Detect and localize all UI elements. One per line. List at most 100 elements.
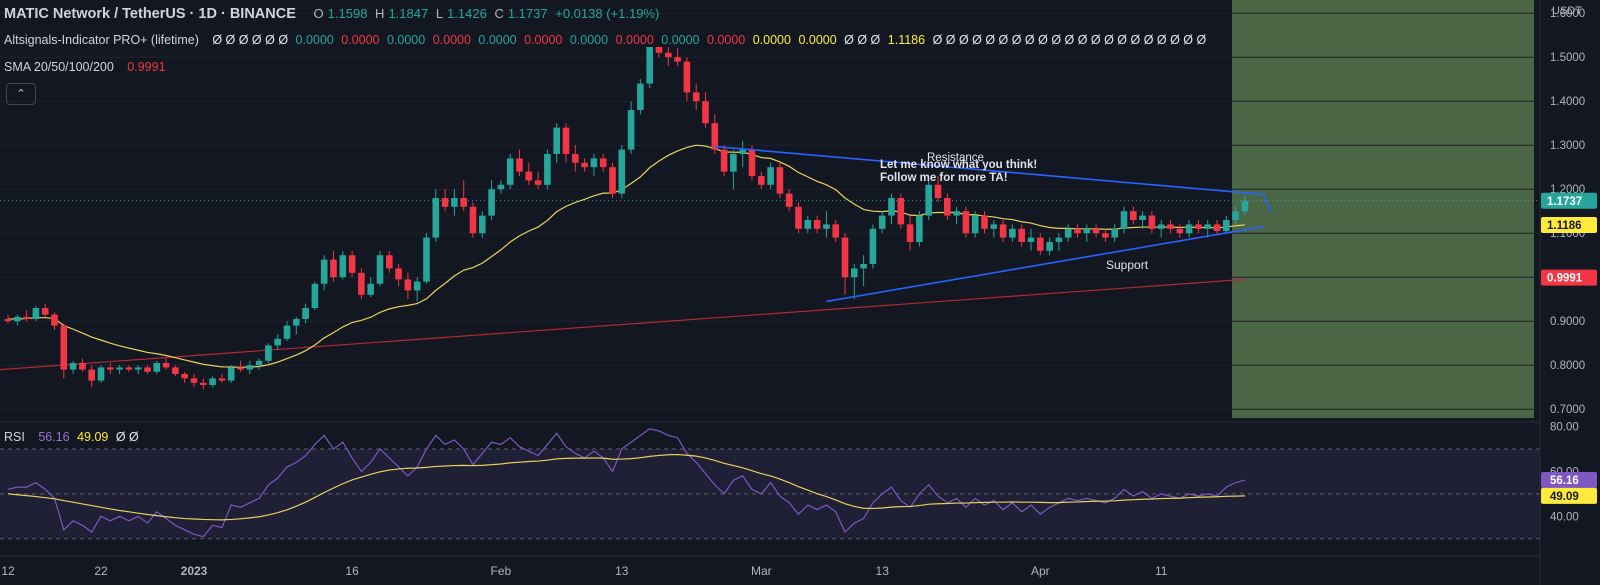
- candle-body: [1120, 211, 1128, 229]
- candle: [23, 310, 30, 322]
- candle-body: [1055, 237, 1063, 242]
- candle-body: [851, 268, 858, 278]
- candlestick-series[interactable]: [4, 35, 1249, 390]
- symbol-header: MATIC Network / TetherUS · 1D · BINANCE …: [4, 6, 663, 22]
- candle-body: [627, 110, 635, 150]
- candle: [358, 268, 365, 300]
- candle-body: [758, 176, 765, 185]
- candle-body: [14, 316, 21, 322]
- candle: [878, 211, 886, 234]
- candle-body: [516, 158, 523, 172]
- candle-body: [60, 325, 68, 370]
- candle-body: [525, 171, 533, 181]
- rsi-tag: 56.16: [1550, 475, 1579, 487]
- candle-body: [1130, 211, 1137, 220]
- rsi-phi-group: Ø Ø: [115, 430, 139, 444]
- candle-body: [1213, 224, 1221, 231]
- candle-body: [172, 367, 179, 374]
- candle-body: [646, 39, 653, 84]
- rsi-tick: 40.00: [1550, 511, 1579, 523]
- candle-body: [692, 92, 700, 102]
- candle-body: [1074, 228, 1081, 234]
- price-tick: 1.4000: [1550, 96, 1585, 108]
- candle: [1139, 211, 1146, 229]
- candle-body: [534, 180, 542, 185]
- indicator-value: 0.0000: [707, 33, 746, 47]
- candle: [311, 281, 319, 311]
- indicator-phi-group: Ø Ø Ø Ø Ø Ø Ø Ø Ø Ø Ø Ø Ø Ø Ø Ø Ø Ø Ø Ø …: [932, 33, 1207, 47]
- resistance-label: Resistance: [927, 152, 984, 164]
- candle-body: [925, 184, 932, 216]
- candle: [953, 206, 960, 225]
- open-value: 1.1598: [327, 6, 368, 21]
- candle: [776, 162, 784, 198]
- candle: [888, 193, 895, 225]
- candle: [525, 162, 533, 185]
- candle: [590, 154, 598, 176]
- candle: [618, 145, 626, 198]
- rsi-value: 56.16: [38, 430, 70, 444]
- candle: [674, 48, 681, 66]
- candle-body: [944, 198, 951, 216]
- candle: [906, 215, 914, 251]
- candle-body: [1204, 224, 1211, 229]
- candle: [97, 365, 105, 383]
- candle-body: [572, 154, 579, 163]
- symbol-title[interactable]: MATIC Network / TetherUS · 1D · BINANCE: [4, 6, 296, 22]
- candle-body: [1232, 211, 1239, 220]
- price-tick: 0.7000: [1550, 404, 1585, 416]
- candle: [562, 123, 570, 163]
- candle: [916, 211, 923, 247]
- candle-body: [888, 198, 895, 216]
- candle: [330, 250, 337, 282]
- time-axis[interactable]: 12 22 2023 16 Feb 13 Mar 13 Apr 11: [0, 555, 1540, 578]
- open-label: O: [313, 6, 324, 21]
- candle-body: [1037, 237, 1044, 251]
- candle: [274, 334, 281, 350]
- candle-body: [144, 367, 151, 372]
- candle-body: [1083, 228, 1091, 234]
- candle: [534, 171, 542, 190]
- candle-body: [665, 52, 672, 58]
- candle: [1046, 237, 1053, 256]
- candle: [1092, 224, 1100, 238]
- candle: [255, 358, 263, 370]
- rsi-pane[interactable]: [0, 421, 1540, 540]
- time-tick: Mar: [751, 564, 772, 578]
- candle: [851, 264, 858, 300]
- price-axis[interactable]: USDT1.60001.50001.40001.30001.20001.1000…: [1539, 0, 1600, 585]
- candle-body: [702, 101, 709, 124]
- indicator-name[interactable]: Altsignals-Indicator PRO+ (lifetime): [4, 33, 199, 47]
- candle: [1223, 215, 1230, 234]
- candle: [302, 303, 309, 324]
- candle-body: [674, 57, 681, 62]
- candle: [990, 220, 998, 238]
- trendlines[interactable]: [714, 145, 1272, 303]
- candle: [1064, 224, 1072, 242]
- indicator-phi-group: Ø Ø Ø: [844, 33, 881, 47]
- candle: [320, 255, 328, 291]
- collapse-legend-button[interactable]: ⌃: [6, 83, 36, 105]
- rsi-name[interactable]: RSI: [4, 430, 25, 444]
- candle-body: [274, 338, 281, 346]
- candle-body: [1195, 224, 1202, 229]
- indicator-value: 0.0000: [524, 33, 563, 47]
- candle: [32, 305, 40, 322]
- candle: [162, 358, 170, 370]
- sma-name[interactable]: SMA 20/50/100/200: [4, 60, 114, 74]
- indicator-value: 1.1186: [887, 33, 926, 47]
- candle-body: [971, 215, 979, 234]
- candle: [683, 57, 691, 102]
- candle-body: [1241, 200, 1249, 212]
- price-tick: 1.6000: [1550, 8, 1585, 20]
- sma-tag-bg: [1541, 269, 1597, 286]
- candle-body: [1009, 228, 1016, 238]
- indicator-value: 0.0000: [569, 33, 609, 47]
- candle-body: [739, 149, 746, 154]
- indicator-value: 0.0000: [798, 33, 837, 47]
- candle: [1130, 206, 1137, 225]
- candle: [795, 202, 802, 234]
- candle: [785, 189, 793, 212]
- candle-body: [293, 319, 300, 326]
